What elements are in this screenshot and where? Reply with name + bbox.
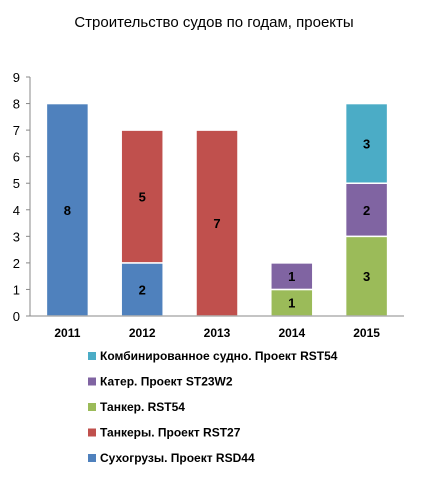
y-tick-label: 0 <box>13 309 20 324</box>
y-tick-label: 6 <box>13 150 20 165</box>
legend: Комбинированное судно. Проект RST54 Катер… <box>88 349 338 465</box>
chart-title: Строительство судов по годам, проекты <box>74 14 353 31</box>
data-label: 1 <box>288 269 295 284</box>
bar-segment <box>120 129 164 264</box>
legend-item: Танкер. RST54 <box>88 400 185 414</box>
legend-swatch <box>88 454 96 462</box>
x-tick-label: 2013 <box>204 326 231 340</box>
legend-swatch <box>88 403 96 411</box>
data-label: 1 <box>288 296 295 311</box>
legend-item: Комбинированное судно. Проект RST54 <box>88 349 338 363</box>
legend-label: Комбинированное судно. Проект RST54 <box>100 349 338 363</box>
x-tick-label: 2012 <box>129 326 156 340</box>
y-tick-label: 5 <box>13 176 20 191</box>
bar-segment <box>344 182 389 238</box>
x-tick-label: 2015 <box>353 326 380 340</box>
legend-item: Катер. Проект ST23W2 <box>88 375 233 389</box>
legend-item: Танкеры. Проект RST27 <box>88 426 241 440</box>
bar-segment <box>195 129 239 317</box>
data-label: 8 <box>64 203 71 218</box>
legend-swatch <box>88 428 96 437</box>
x-tick-label: 2014 <box>278 326 305 340</box>
data-label: 3 <box>363 136 370 151</box>
bars: 8 2 5 7 1 1 3 2 3 <box>45 102 389 317</box>
y-tick-label: 9 <box>13 70 20 85</box>
axes <box>29 77 404 317</box>
data-label: 2 <box>363 203 370 218</box>
legend-label: Танкеры. Проект RST27 <box>100 426 241 440</box>
y-axis-ticks: 0 1 2 3 4 5 6 7 8 9 <box>13 70 30 324</box>
bar-segment <box>344 235 389 317</box>
bar-segment <box>45 102 90 317</box>
data-label: 7 <box>213 216 220 231</box>
legend-label: Сухогрузы. Проект RSD44 <box>100 451 255 465</box>
data-label: 3 <box>363 269 370 284</box>
legend-label: Катер. Проект ST23W2 <box>100 375 233 389</box>
y-tick-label: 2 <box>13 256 20 271</box>
y-tick-label: 3 <box>13 229 20 244</box>
y-tick-label: 4 <box>13 203 20 218</box>
x-axis-ticks: 2011 2012 2013 2014 2015 <box>54 326 380 340</box>
data-label: 5 <box>139 190 146 205</box>
bar-segment <box>270 288 314 317</box>
bar-segment <box>270 262 314 291</box>
data-label: 2 <box>139 282 146 297</box>
y-tick-label: 1 <box>13 282 20 297</box>
legend-swatch <box>88 377 96 386</box>
legend-item: Сухогрузы. Проект RSD44 <box>88 451 255 465</box>
bar-segment <box>344 102 389 184</box>
legend-label: Танкер. RST54 <box>100 400 185 414</box>
legend-swatch <box>88 352 96 360</box>
y-tick-label: 8 <box>13 97 20 112</box>
y-tick-label: 7 <box>13 123 20 138</box>
x-tick-label: 2011 <box>54 326 80 340</box>
